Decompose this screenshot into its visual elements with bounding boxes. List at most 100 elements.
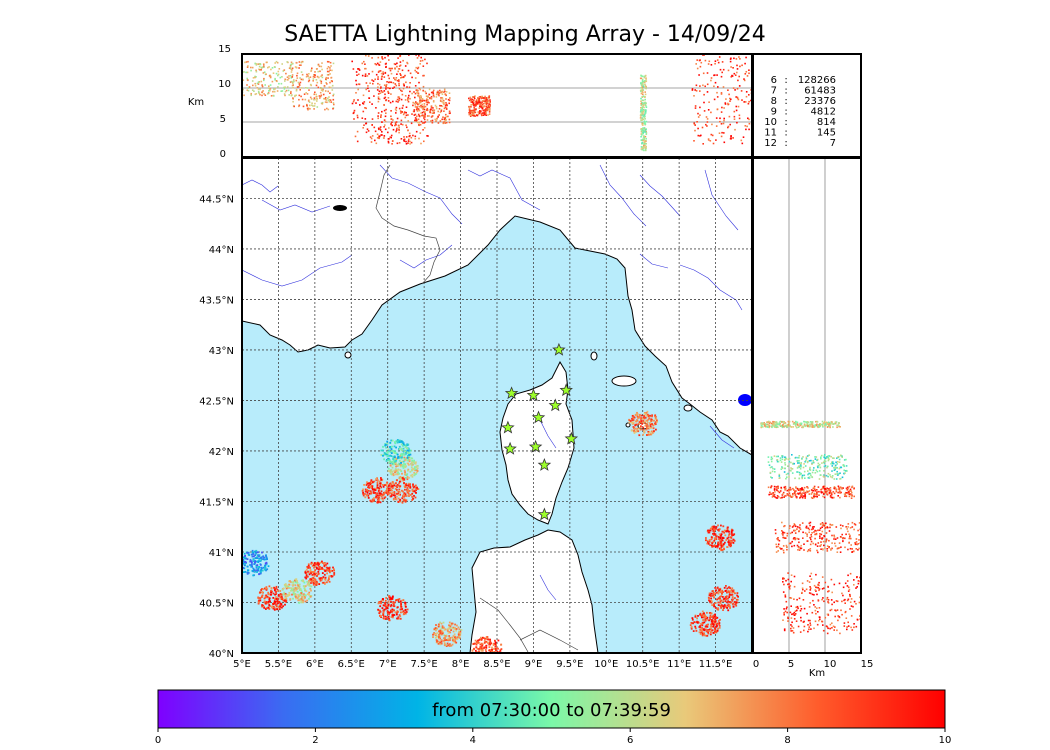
altitude-cluster [289,60,335,111]
station-star-icon [528,439,543,453]
lon-tick-label: 9.5°E [556,659,583,670]
lat-tick-label: 42°N [209,447,234,458]
station-count-stations: 9 [771,107,777,118]
station-count-stations: 12 [764,138,777,149]
lon-tick-label: 9°E [525,659,543,670]
altitude-cluster [468,95,491,117]
side-cluster [767,485,855,499]
colorbar-tick-label: 6 [627,735,633,746]
lat-tick-label: 43°N [209,346,234,357]
station-star-icon [531,410,546,424]
station-count-value: 145 [817,128,836,139]
station-star-icon [537,458,552,471]
station-count-stations: 7 [771,86,777,97]
altitude-cluster [242,60,294,97]
station-count-box: 6:1282667:614838:233769:481210:81411:145… [752,53,862,158]
lon-tick-label: 5.5°E [265,659,292,670]
capraia-island [590,351,598,361]
side-sources [760,420,861,635]
station-count-value: 7 [830,138,836,149]
station-count-stations: 10 [764,117,777,128]
lat-tick-label: 42.5°N [199,396,234,407]
elba-island [611,375,637,387]
lon-tick-label: 7.5°E [411,659,438,670]
side-tick-0: 0 [753,659,759,670]
sardinia-island [469,529,599,653]
lon-tick-label: 10.5°E [626,659,660,670]
storm-cell [242,549,270,577]
storm-cell [377,595,409,622]
lake [333,205,347,211]
side-cluster [767,454,848,480]
storm-cell [380,439,412,466]
storm-cell [707,585,739,612]
colorbar-tick-label: 0 [155,735,161,746]
lat-tick-label: 44.5°N [199,194,234,205]
station-star-icon [537,507,552,521]
storm-cell [689,610,721,637]
lon-tick-label: 8°E [452,659,470,670]
lat-tick-label: 41.5°N [199,497,234,508]
station-star-icon [552,342,566,356]
side-cluster [774,521,861,554]
station-count-sep: : [784,86,787,97]
lat-tick-label: 41°N [209,548,234,559]
side-tick-15: 15 [861,659,874,670]
lon-tick-label: 6°E [306,659,324,670]
side-panel-frame [752,157,862,654]
side-tick-5: 5 [788,659,794,670]
station-star-icon [559,383,573,397]
rivers [242,164,743,601]
lon-tick-label: 8.5°E [483,659,510,670]
altitude-cluster [691,54,752,145]
side-tick-10: 10 [824,659,837,670]
lat-tick-label: 43.5°N [199,295,234,306]
argentario [683,404,693,412]
pianosa-island [625,422,631,428]
lat-tick-label: 40°N [209,649,234,660]
station-count-sep: : [784,75,787,86]
altitude-cluster [639,74,648,152]
lon-tick-label: 10°E [594,659,618,670]
lon-tick-label: 11°E [667,659,691,670]
mainland-land [242,158,752,456]
station-star-icon [503,441,517,455]
storm-cell [432,621,463,647]
altitude-tick-5: 5 [220,114,226,125]
side-axis-label: Km [809,668,825,679]
station-count-sep: : [784,117,787,128]
station-count-value: 4812 [811,107,836,118]
storm-cell [281,578,313,604]
graticule [242,158,752,653]
altitude-tick-15: 15 [218,44,231,55]
altitude-tick-0: 0 [220,149,226,160]
station-count-sep: : [784,96,787,107]
altitude-sources [242,54,752,152]
station-count-stations: 6 [771,75,777,86]
altitude-axis-label: Km [188,97,204,108]
storm-cell [628,410,658,437]
lat-tick-label: 44°N [209,245,234,256]
storm-cell [257,585,288,611]
lma-stations [501,342,579,521]
borders [375,164,579,653]
colorbar-tick-label: 4 [470,735,476,746]
station-star-icon [501,420,515,434]
station-count-value: 128266 [798,75,836,86]
station-count-stations: 11 [764,128,777,139]
station-count-sep: : [784,107,787,118]
colorbar-tick-label: 2 [312,735,318,746]
colorbar: 0 2 4 6 8 10 [155,689,952,746]
colorbar-tick-label: 10 [939,735,952,746]
lon-tick-label: 7°E [379,659,397,670]
side-panel: 0 5 10 15 Km [752,157,874,679]
storm-cell [304,560,336,586]
colorbar-label: from 07:30:00 to 07:39:59 [432,700,671,721]
colorbar-bar [157,689,946,729]
storm-cell [705,524,736,552]
side-panel-bg [753,158,861,653]
altitude-panel: Km 15 10 5 0 [188,44,753,160]
station-star-icon [564,431,579,445]
station-count-value: 814 [817,117,836,128]
